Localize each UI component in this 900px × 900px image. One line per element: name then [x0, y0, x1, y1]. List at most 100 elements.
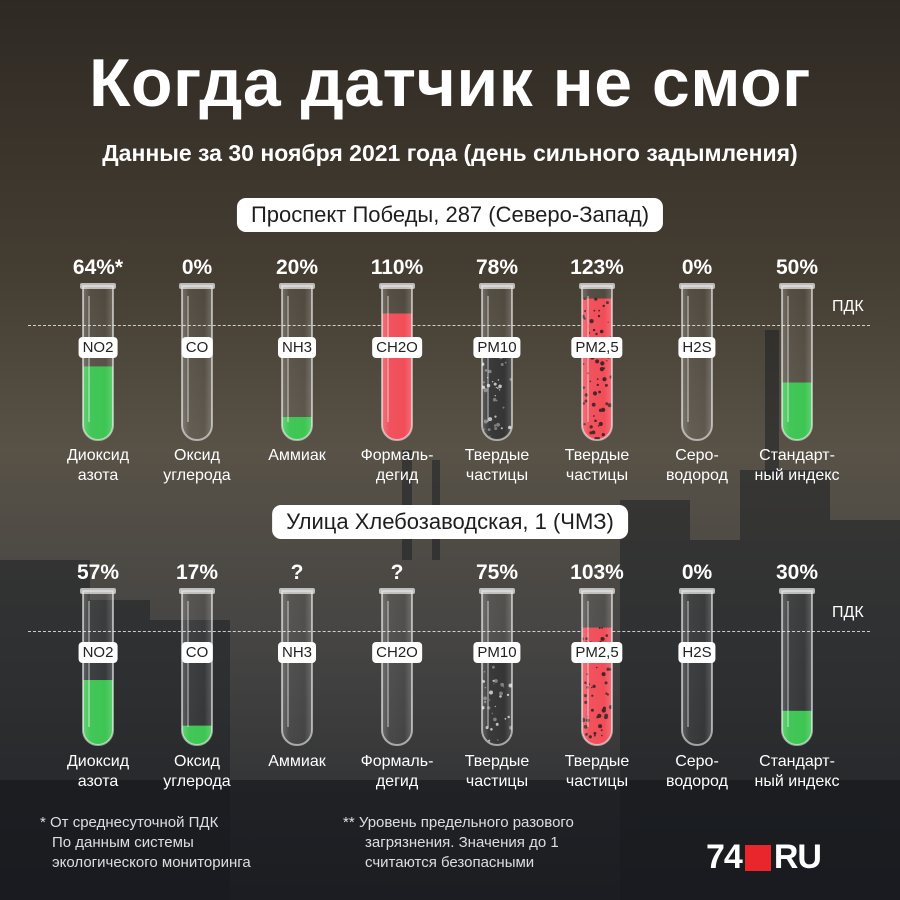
tube-glass-2-2 — [181, 590, 213, 746]
tube-rim-1-6 — [579, 283, 615, 289]
pollutant-name-line: ный индекс — [754, 467, 840, 484]
value-label-1-5: 78% — [475, 256, 519, 279]
pollutant-name-line: водород — [666, 773, 728, 790]
code-badge-1-4: CH2O — [372, 337, 422, 358]
footnote-1-line-2: По данным системы — [52, 834, 194, 851]
footnote-2: ** Уровень предельного разового загрязне… — [343, 813, 574, 873]
pdk-line-1 — [28, 325, 870, 326]
value-label-1-1: 64%* — [72, 256, 124, 279]
footnote-1-line-1: * От среднесуточной ПДК — [40, 814, 219, 831]
pollutant-name-2-2: Оксид углерода — [137, 752, 257, 792]
tube-rim-1-3 — [279, 283, 315, 289]
value-label-2-8: 30% — [775, 561, 819, 584]
pollutant-name-line: Серо- — [675, 447, 719, 464]
tube-glass-1-5 — [481, 285, 513, 441]
tube-rim-1-2 — [179, 283, 215, 289]
pollutant-name-line: дегид — [375, 467, 419, 484]
pollutant-name-1-8: Стандарт-ный индекс — [737, 446, 857, 486]
code-badge-2-4: CH2O — [372, 642, 422, 663]
pollutant-name-line: Оксид — [174, 753, 220, 770]
pollutant-name-line: Стандарт- — [759, 447, 835, 464]
pollutant-name-line: частицы — [465, 773, 529, 790]
value-label-1-7: 0% — [681, 256, 713, 279]
pollutant-name-1-4: Формаль-дегид — [337, 446, 457, 486]
code-badge-1-7: H2S — [678, 337, 716, 358]
pollutant-name-line: ный индекс — [754, 773, 840, 790]
logo-right: RU — [773, 838, 822, 876]
value-label-2-5: 75% — [475, 561, 519, 584]
footnote-1-line-3: экологического мониторинга — [52, 854, 251, 871]
pollutant-name-line: дегид — [375, 773, 419, 790]
code-badge-1-5: PM10 — [473, 337, 521, 358]
pollutant-name-line: Формаль- — [360, 753, 434, 770]
tube-2-2 — [179, 588, 215, 746]
tube-glass-1-8 — [781, 285, 813, 441]
pollutant-name-line: Диоксид — [66, 753, 130, 770]
logo-left: 74 — [706, 838, 743, 876]
code-badge-2-3: NH3 — [277, 642, 317, 663]
pollutant-name-2-8: Стандарт-ный индекс — [737, 752, 857, 792]
logo-74ru: 74 RU — [706, 838, 822, 877]
tube-rim-2-7 — [679, 588, 715, 594]
tube-rim-2-1 — [80, 588, 116, 594]
tube-rim-2-8 — [779, 588, 815, 594]
pdk-line-2 — [28, 631, 870, 632]
pollutant-name-line: частицы — [465, 467, 529, 484]
code-badge-1-6: PM2,5 — [571, 337, 623, 358]
value-label-2-4: ? — [390, 561, 404, 584]
tube-1-8 — [779, 283, 815, 441]
tube-glass-1-2 — [181, 285, 213, 441]
tube-1-4 — [379, 283, 415, 441]
tube-rim-2-4 — [379, 588, 415, 594]
value-label-1-8: 50% — [775, 256, 819, 279]
tube-glass-2-3 — [281, 590, 313, 746]
code-badge-1-1: NO2 — [78, 337, 118, 358]
pollutant-name-line: Твердые — [464, 753, 530, 770]
pollutant-name-line: Аммиак — [268, 753, 326, 770]
tube-rim-1-5 — [479, 283, 515, 289]
code-badge-2-6: PM2,5 — [571, 642, 623, 663]
tube-rim-1-7 — [679, 283, 715, 289]
pollutant-name-line: частицы — [565, 773, 629, 790]
pollutant-name-1-3: Аммиак — [237, 446, 357, 466]
tube-2-7 — [679, 588, 715, 746]
page-subtitle: Данные за 30 ноября 2021 года (день силь… — [102, 140, 798, 166]
tube-glass-1-4 — [381, 285, 413, 441]
pollutant-name-line: Формаль- — [360, 447, 434, 464]
tube-1-2 — [179, 283, 215, 441]
value-label-2-1: 57% — [76, 561, 120, 584]
footnote-2-line-1: ** Уровень предельного разового — [343, 814, 574, 831]
footnote-2-line-3: считаются безопасными — [365, 854, 535, 871]
tube-1-6 — [579, 283, 615, 441]
value-label-1-4: 110% — [370, 256, 424, 279]
code-badge-2-5: PM10 — [473, 642, 521, 663]
pollutant-name-line: Твердые — [464, 447, 530, 464]
pollutant-name-1-2: Оксид углерода — [137, 446, 257, 486]
tube-rim-2-3 — [279, 588, 315, 594]
pollutant-name-line: азота — [77, 467, 119, 484]
code-badge-2-2: CO — [181, 642, 213, 663]
tube-1-1 — [80, 283, 116, 441]
tube-2-1 — [80, 588, 116, 746]
footnote-1: * От среднесуточной ПДК По данным систем… — [40, 813, 251, 873]
pollutant-name-2-5: Твердые частицы — [437, 752, 557, 792]
tube-2-5 — [479, 588, 515, 746]
tube-glass-1-6 — [581, 285, 613, 441]
pollutant-name-1-1: Диоксид азота — [38, 446, 158, 486]
tube-1-3 — [279, 283, 315, 441]
tube-rim-1-8 — [779, 283, 815, 289]
tube-rim-1-4 — [379, 283, 415, 289]
pollutant-name-line: Стандарт- — [759, 753, 835, 770]
pollutant-name-line: азота — [77, 773, 119, 790]
pollutant-name-line: Серо- — [675, 753, 719, 770]
footnote-2-line-2: загрязнения. Значения до 1 — [365, 834, 559, 851]
tube-2-4 — [379, 588, 415, 746]
value-label-1-6: 123% — [570, 256, 624, 279]
tube-rim-2-5 — [479, 588, 515, 594]
station-2-label: Улица Хлебозаводская, 1 (ЧМЗ) — [272, 505, 628, 539]
pdk-label-1: ПДК — [832, 298, 864, 315]
tube-2-6 — [579, 588, 615, 746]
tube-glass-1-7 — [681, 285, 713, 441]
pollutant-name-line: водород — [666, 467, 728, 484]
